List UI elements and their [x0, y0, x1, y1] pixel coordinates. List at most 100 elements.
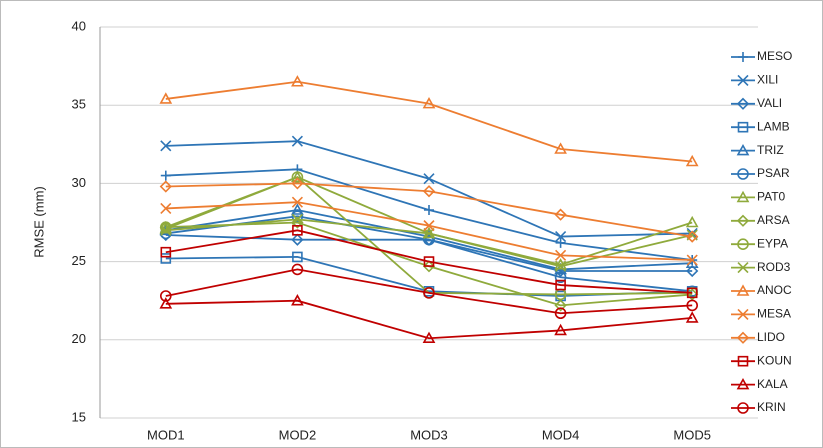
marker	[736, 331, 750, 344]
marker	[736, 284, 750, 296]
legend-label: LAMB	[757, 119, 790, 133]
legend-label: LIDO	[757, 330, 785, 344]
series-line	[165, 299, 693, 340]
marker	[685, 311, 699, 323]
marker	[423, 173, 435, 185]
marker	[423, 233, 435, 246]
marker	[424, 204, 434, 215]
marker	[737, 74, 749, 86]
marker	[555, 260, 567, 272]
y-tick-label: 40	[72, 18, 86, 33]
legend-label: KRIN	[757, 400, 786, 414]
marker	[160, 253, 172, 264]
legend-label: PAT0	[757, 190, 786, 204]
marker	[423, 227, 435, 240]
marker	[554, 299, 567, 312]
marker	[736, 97, 750, 110]
series-line	[165, 209, 693, 271]
marker	[159, 297, 173, 309]
marker	[423, 256, 435, 267]
legend-label: ROD3	[757, 260, 791, 274]
marker	[737, 168, 749, 180]
marker	[554, 208, 567, 221]
marker	[736, 214, 750, 227]
legend-label: PSAR	[757, 166, 790, 180]
marker	[422, 96, 436, 109]
marker	[737, 402, 749, 414]
marker	[291, 196, 303, 208]
marker	[554, 142, 567, 154]
marker	[737, 238, 749, 250]
marker	[160, 221, 172, 233]
series-line	[165, 80, 693, 163]
marker	[737, 308, 749, 320]
y-tick-label: 30	[72, 175, 86, 190]
x-tick-label: MOD4	[542, 427, 580, 442]
legend-label: TRIZ	[757, 143, 784, 157]
x-tick-label: MOD5	[673, 427, 711, 442]
marker	[160, 224, 172, 236]
marker	[291, 210, 304, 223]
marker	[291, 170, 304, 182]
marker	[159, 92, 173, 104]
marker	[555, 237, 566, 248]
legend-label: MESO	[757, 49, 792, 63]
marker	[737, 121, 749, 133]
marker	[422, 260, 436, 273]
marker	[160, 202, 172, 214]
marker	[686, 299, 699, 312]
marker	[160, 290, 172, 302]
x-tick-label: MOD2	[279, 427, 317, 442]
legend-label: KALA	[757, 377, 788, 391]
marker	[291, 177, 304, 190]
marker	[736, 143, 750, 156]
marker	[291, 203, 304, 215]
marker	[554, 307, 567, 320]
marker	[422, 185, 436, 198]
series-line	[165, 268, 693, 315]
marker	[291, 294, 304, 306]
y-axis-label: RMSE (mm)	[31, 186, 46, 258]
legend-label: KOUN	[757, 353, 792, 367]
marker	[291, 213, 303, 225]
x-tick-label: MOD1	[147, 427, 185, 442]
marker	[160, 170, 171, 181]
y-tick-label: 20	[72, 331, 86, 346]
marker	[422, 331, 436, 344]
legend-label: VALI	[757, 96, 782, 110]
marker	[686, 230, 699, 243]
marker	[292, 225, 303, 236]
legend: MESO XILI VALI LAMB TRIZ PSAR PAT0 ARSA EYPA ROD3…	[731, 49, 792, 414]
marker	[738, 52, 748, 62]
marker	[554, 323, 567, 336]
series-line	[165, 182, 693, 238]
legend-label: ARSA	[757, 213, 790, 227]
marker	[292, 251, 303, 263]
marker	[555, 231, 567, 243]
y-tick-label: 25	[72, 253, 86, 268]
marker	[554, 271, 567, 284]
marker	[423, 287, 435, 299]
legend-label: ANOC	[757, 283, 792, 297]
marker	[685, 154, 699, 167]
marker	[159, 180, 172, 193]
marker	[686, 264, 699, 278]
marker	[291, 135, 303, 147]
marker	[291, 171, 304, 183]
marker	[737, 262, 749, 274]
marker	[291, 75, 304, 87]
marker	[291, 263, 304, 276]
marker	[160, 140, 172, 152]
marker	[555, 279, 566, 291]
marker	[737, 355, 749, 367]
series-line	[165, 229, 693, 294]
legend-label: MESA	[757, 307, 791, 321]
marker	[686, 254, 698, 266]
marker	[291, 233, 304, 246]
marker	[423, 220, 435, 232]
y-tick-label: 15	[72, 409, 86, 424]
marker	[160, 246, 172, 258]
y-tick-label: 35	[72, 97, 86, 112]
